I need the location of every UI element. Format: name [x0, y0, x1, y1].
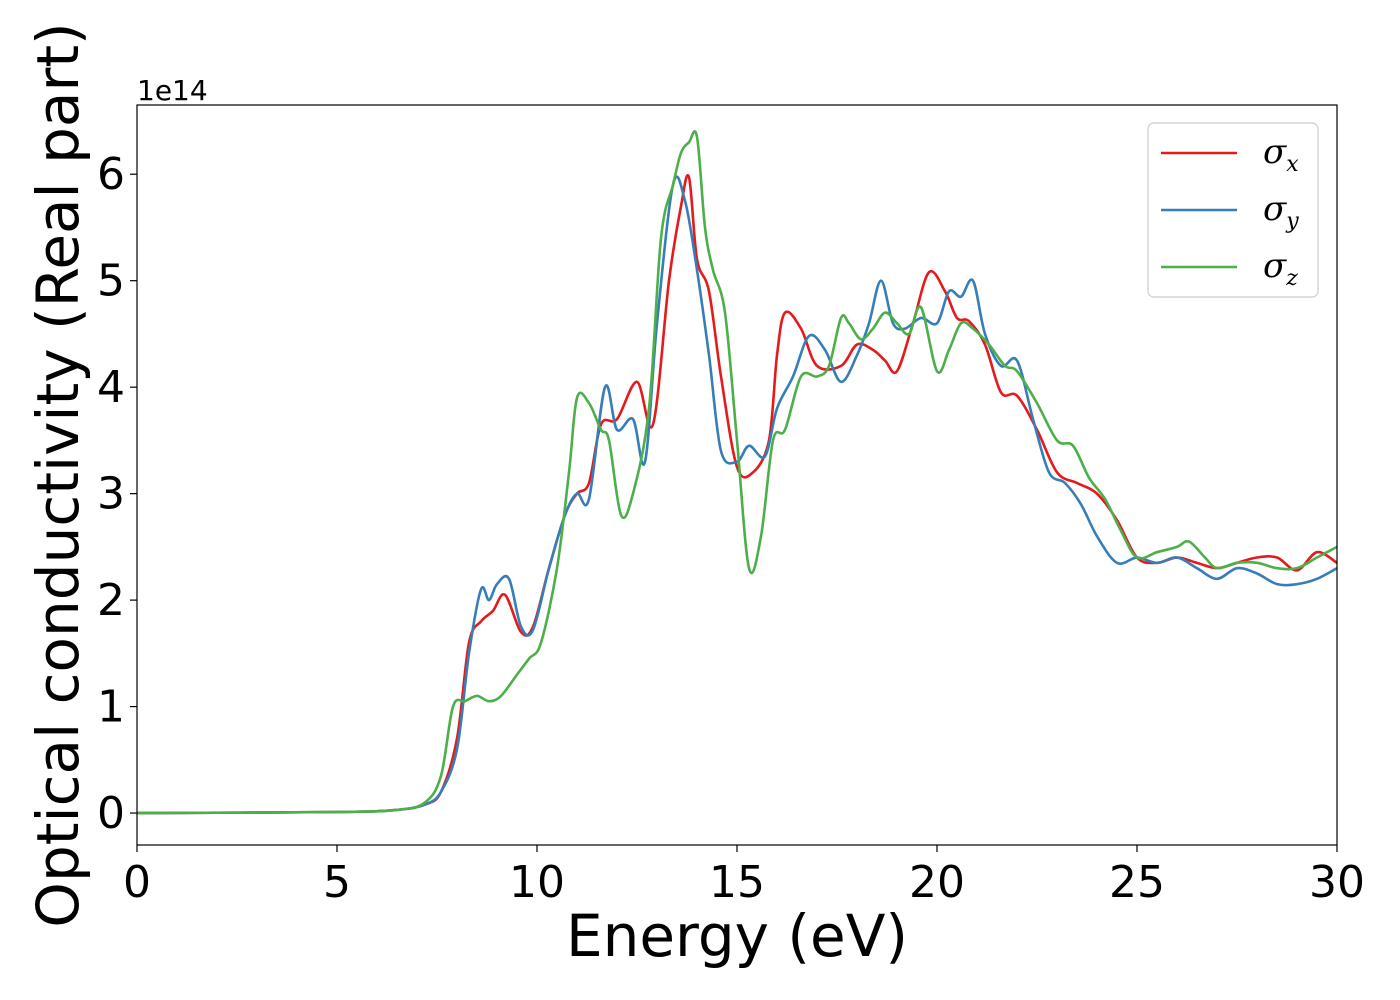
x-axis-ticks: 0 5 10 15 20 25 30: [123, 845, 1365, 908]
y-tick-label: 2: [97, 575, 125, 626]
x-tick-label: 10: [509, 857, 565, 908]
series-line-y: [137, 175, 1337, 815]
y-tick-label: 1: [97, 682, 125, 733]
series-line-z: [137, 130, 1337, 815]
x-tick-label: 30: [1309, 857, 1365, 908]
legend-label: σz: [1263, 246, 1298, 291]
x-tick-label: 5: [323, 857, 351, 908]
y-tick-label: 3: [97, 469, 125, 520]
y-axis-title: Optical conductivity (Real part): [24, 22, 92, 927]
x-tick-label: 25: [1109, 857, 1165, 908]
plot-lines: [137, 130, 1337, 815]
y-offset-label: 1e14: [137, 74, 208, 107]
legend-item-z: σz: [1161, 246, 1298, 291]
y-tick-label: 6: [97, 149, 125, 200]
y-tick-label: 4: [97, 362, 125, 413]
x-tick-label: 20: [909, 857, 965, 908]
y-axis-ticks: 0 1 2 3 4 5 6: [97, 149, 137, 839]
y-tick-label: 0: [97, 788, 125, 839]
x-tick-label: 15: [709, 857, 765, 908]
plot-frame: [136, 104, 1338, 846]
x-tick-label: 0: [123, 857, 151, 908]
x-axis-title: Energy (eV): [566, 902, 908, 970]
y-tick-label: 5: [97, 256, 125, 307]
